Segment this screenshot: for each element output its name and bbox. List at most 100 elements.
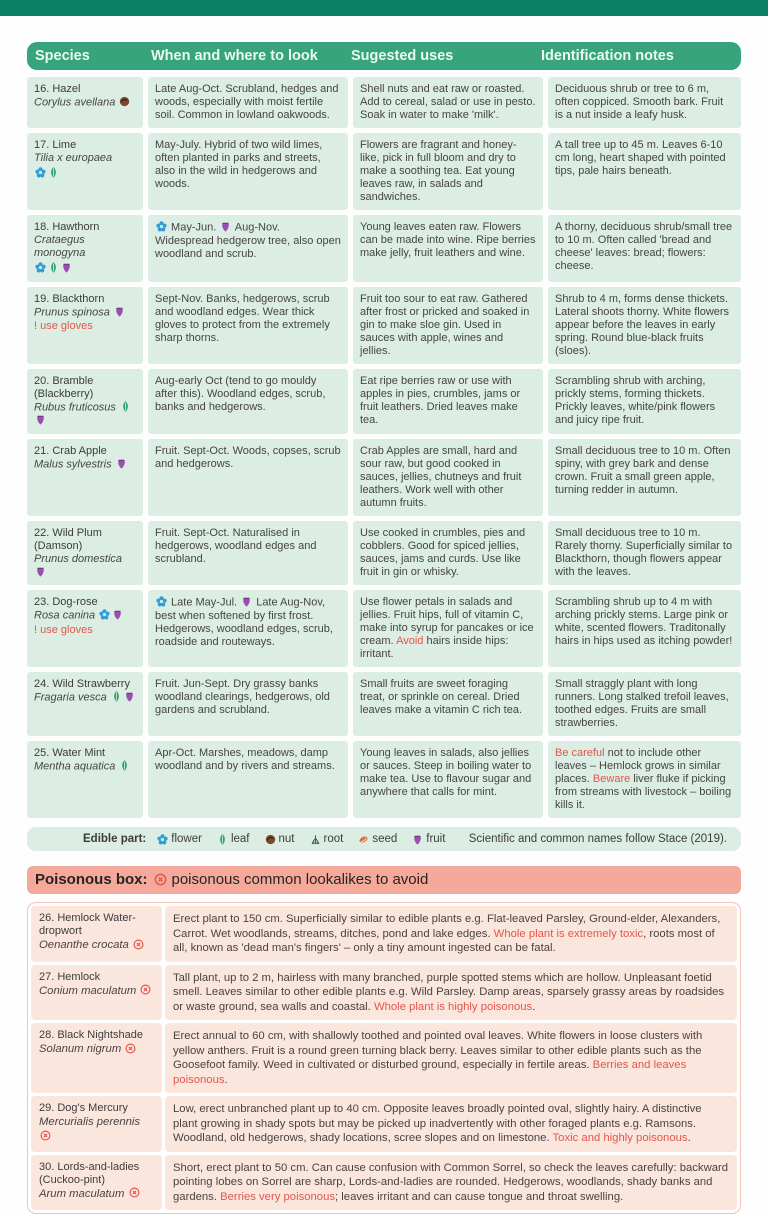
- species-latin-name: Oenanthe crocata: [39, 938, 154, 953]
- warning-text: Berries very poisonous: [220, 1190, 336, 1203]
- poison-description-cell: Short, erect plant to 50 cm. Can cause c…: [165, 1154, 737, 1210]
- body-text: .: [224, 1073, 228, 1086]
- body-text: hairs inside hips: irritant.: [360, 635, 509, 660]
- body-text: Shrub to 4 m, forms dense thickets. Late…: [555, 292, 730, 357]
- id-notes-cell: Scrambling shrub with arching, prickly s…: [548, 368, 741, 434]
- species-name: 29. Dog's Mercury: [39, 1102, 128, 1114]
- species-name: 27. Hemlock: [39, 970, 101, 983]
- fruit-icon: [61, 262, 72, 273]
- body-text: Late Aug-Oct. Scrubland, hedges and wood…: [155, 83, 339, 121]
- poison-icon: [133, 939, 144, 950]
- id-notes-cell: Deciduous shrub or tree to 6 m, often co…: [548, 77, 741, 128]
- when-cell: Apr-Oct. Marshes, meadows, damp woodland…: [148, 741, 348, 818]
- poison-species-cell: 29. Dog's Mercury Mercurialis perennis: [31, 1096, 162, 1152]
- edible-part-icons: [34, 262, 136, 276]
- column-header: Species: [35, 48, 90, 64]
- species-latin-name: Prunus spinosa: [34, 306, 136, 320]
- id-notes-cell: A thorny, deciduous shrub/small tree to …: [548, 215, 741, 282]
- species-name: 24. Wild Strawberry: [34, 678, 130, 690]
- species-latin-name: Rosa canina: [34, 609, 136, 623]
- when-cell: May-July. Hybrid of two wild limes, ofte…: [148, 133, 348, 210]
- species-name: 18. Hawthorn: [34, 221, 100, 233]
- species-latin-name: Crataegus monogyna: [34, 234, 86, 259]
- poison-box-subtitle: poisonous common lookalikes to avoid: [171, 871, 429, 888]
- body-text: Shell nuts and eat raw or roasted. Add t…: [360, 83, 536, 121]
- body-text: Late May-Jul.: [168, 596, 241, 609]
- column-header: Sugested uses: [351, 48, 454, 64]
- species-cell: 25. Water Mint Mentha aquatica: [27, 741, 143, 818]
- poison-description-cell: Erect plant to 150 cm. Superficially sim…: [165, 906, 737, 962]
- poison-species-cell: 26. Hemlock Water-dropwort Oenanthe croc…: [31, 906, 162, 962]
- flower-icon: [156, 221, 167, 232]
- warning-text: Whole plant is highly poisonous: [373, 1000, 533, 1013]
- legend-item-leaf: leaf: [216, 833, 250, 845]
- when-cell: Aug-early Oct (tend to go mouldy after t…: [148, 368, 348, 434]
- legend-item-label: seed: [372, 833, 398, 845]
- species-cell: 17. Lime Tilia x europaea: [27, 133, 143, 210]
- root-icon: [310, 834, 321, 845]
- body-text: Scrambling shrub with arching, prickly s…: [555, 374, 716, 426]
- leaf-icon: [217, 833, 228, 845]
- leaf-icon: [119, 760, 130, 771]
- fruit-icon: [412, 834, 423, 845]
- warning-text: Toxic and highly poisonous: [552, 1132, 688, 1144]
- legend-label: Edible part:: [83, 833, 147, 845]
- when-cell: Fruit. Sept-Oct. Naturalised in hedgerow…: [148, 520, 348, 585]
- body-text: Deciduous shrub or tree to 6 m, often co…: [555, 83, 724, 121]
- poisonous-species-table: 26. Hemlock Water-dropwort Oenanthe croc…: [27, 902, 741, 1214]
- species-name: 17. Lime: [34, 139, 77, 151]
- uses-cell: Fruit too sour to eat raw. Gathered afte…: [353, 286, 543, 364]
- seed-icon: [358, 834, 369, 845]
- legend-item-label: leaf: [230, 833, 250, 845]
- species-name: 23. Dog-rose: [34, 596, 98, 608]
- body-text: Use flower petals in salads and jellies.…: [360, 596, 534, 647]
- uses-cell: Young leaves eaten raw. Flowers can be m…: [353, 215, 543, 282]
- fruit-icon: [116, 458, 127, 469]
- body-text: , roots most of all, known as 'dead man'…: [173, 927, 715, 955]
- flower-icon: [35, 167, 46, 178]
- uses-cell: Shell nuts and eat raw or roasted. Add t…: [353, 77, 543, 128]
- when-cell: Fruit. Jun-Sept. Dry grassy banks woodla…: [148, 672, 348, 736]
- body-text: Small fruits are sweet foraging treat, o…: [360, 678, 523, 716]
- poison-icon: [125, 1043, 136, 1054]
- edible-part-legend: Edible part: flower leaf nut root seed fruit …: [27, 827, 741, 851]
- legend-item-label: nut: [278, 833, 295, 845]
- warning-text: Whole plant is extremely toxic: [493, 927, 644, 940]
- id-notes-cell: Small deciduous tree to 10 m. Rarely tho…: [548, 520, 741, 585]
- species-name: 16. Hazel: [34, 83, 81, 95]
- fruit-icon: [220, 221, 231, 232]
- species-name: 21. Crab Apple: [34, 444, 107, 457]
- body-text: Small straggly plant with long runners. …: [555, 678, 729, 729]
- gloves-warning: ! use gloves: [34, 623, 93, 636]
- poison-description-cell: Low, erect unbranched plant up to 40 cm.…: [165, 1096, 737, 1152]
- species-cell: 19. Blackthorn Prunus spinosa ! use glov…: [27, 286, 143, 364]
- body-text: Tall plant, up to 2 m, hairless with man…: [173, 971, 725, 1013]
- fruit-icon: [124, 691, 135, 702]
- body-text: Eat ripe berries raw or use with apples …: [360, 374, 521, 426]
- flower-icon: [99, 609, 110, 620]
- body-text: .: [532, 1000, 536, 1013]
- uses-cell: Use flower petals in salads and jellies.…: [353, 590, 543, 667]
- poison-species-cell: 28. Black Nightshade Solanum nigrum: [31, 1023, 162, 1093]
- fruit-icon: [241, 596, 252, 607]
- uses-cell: Eat ripe berries raw or use with apples …: [353, 368, 543, 434]
- species-cell: 18. Hawthorn Crataegus monogyna: [27, 215, 143, 282]
- poison-species-cell: 30. Lords-and-ladies (Cuckoo-pint) Arum …: [31, 1154, 162, 1210]
- body-text: Fruit. Sept-Oct. Naturalised in hedgerow…: [155, 526, 317, 565]
- legend-item-nut: nut: [264, 833, 295, 845]
- body-text: Flowers are fragrant and honey-like, pic…: [360, 139, 517, 203]
- fruit-icon: [35, 414, 46, 425]
- species-cell: 24. Wild Strawberry Fragaria vesca: [27, 672, 143, 736]
- poison-icon: [40, 1130, 51, 1141]
- id-notes-cell: A tall tree up to 45 m. Leaves 6-10 cm l…: [548, 133, 741, 210]
- uses-cell: Use cooked in crumbles, pies and cobbler…: [353, 520, 543, 585]
- poison-description-cell: Erect annual to 60 cm, with shallowly to…: [165, 1023, 737, 1093]
- poison-icon: [154, 873, 167, 886]
- body-text: Crab Apples are small, hard and sour raw…: [360, 444, 522, 509]
- species-name: 20. Bramble (Blackberry): [34, 374, 94, 400]
- body-text: A thorny, deciduous shrub/small tree to …: [555, 221, 733, 272]
- leaf-icon: [111, 691, 122, 702]
- warning-text: Berries and leaves poisonous: [173, 1059, 687, 1086]
- body-text: not to include other leaves – Hemlock gr…: [555, 747, 721, 785]
- body-text: Small deciduous tree to 10 m. Often spin…: [555, 444, 731, 496]
